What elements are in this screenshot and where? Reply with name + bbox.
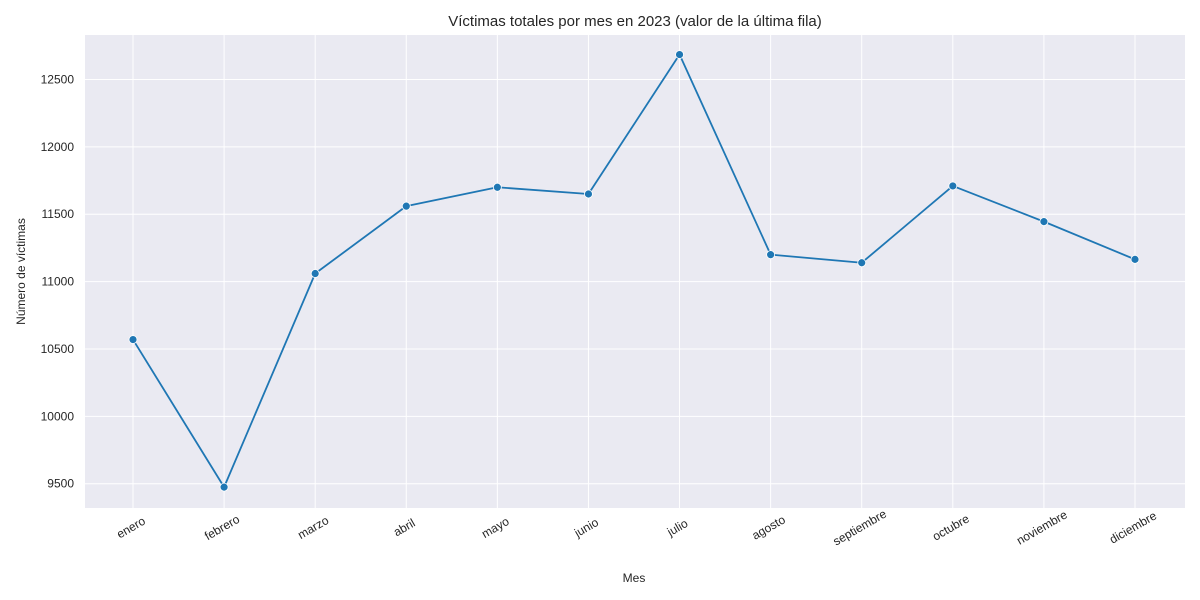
y-tick-label: 10000 <box>41 409 75 423</box>
series-point <box>766 250 776 260</box>
x-tick-label: agosto <box>750 512 788 542</box>
x-tick-label: junio <box>571 515 601 540</box>
series-point <box>857 258 867 268</box>
y-axis-label: Número de víctimas <box>14 218 28 325</box>
series-point <box>584 189 593 199</box>
y-tick-label: 12000 <box>41 140 75 154</box>
y-axis-ticks: 9500 10000 10500 11000 11500 12000 12500 <box>41 72 75 490</box>
y-tick-label: 11000 <box>42 275 75 289</box>
x-tick-label: noviembre <box>1014 507 1070 547</box>
series-point <box>675 50 684 59</box>
x-axis-ticks: enero febrero marzo abril mayo junio julio agos… <box>114 506 1159 548</box>
series-point <box>1039 217 1049 227</box>
series-point <box>492 182 502 192</box>
y-tick-label: 11500 <box>42 207 75 221</box>
y-tick-label: 9500 <box>47 477 74 491</box>
x-tick-label: diciembre <box>1107 508 1159 546</box>
x-tick-label: febrero <box>202 512 242 543</box>
x-tick-label: mayo <box>479 514 512 541</box>
series-point <box>128 335 138 344</box>
x-tick-label: julio <box>664 516 691 539</box>
x-tick-label: enero <box>114 514 148 542</box>
grid-lines <box>85 35 1185 508</box>
series-line <box>132 53 1136 489</box>
y-tick-label: 10500 <box>41 342 75 356</box>
series-point <box>219 482 229 492</box>
series-point <box>310 269 320 278</box>
series-point <box>948 181 958 191</box>
series-point <box>401 201 411 211</box>
x-tick-label: abril <box>391 516 418 539</box>
chart-title: Víctimas totales por mes en 2023 (valor … <box>448 13 822 30</box>
x-axis-label: Mes <box>623 571 646 585</box>
series-group <box>128 50 1140 492</box>
x-tick-label: marzo <box>295 513 331 542</box>
x-tick-label: octubre <box>930 511 972 543</box>
series-point <box>1130 254 1140 264</box>
x-tick-label: septiembre <box>831 506 890 548</box>
y-tick-label: 12500 <box>41 72 75 86</box>
plot-area <box>85 35 1185 508</box>
